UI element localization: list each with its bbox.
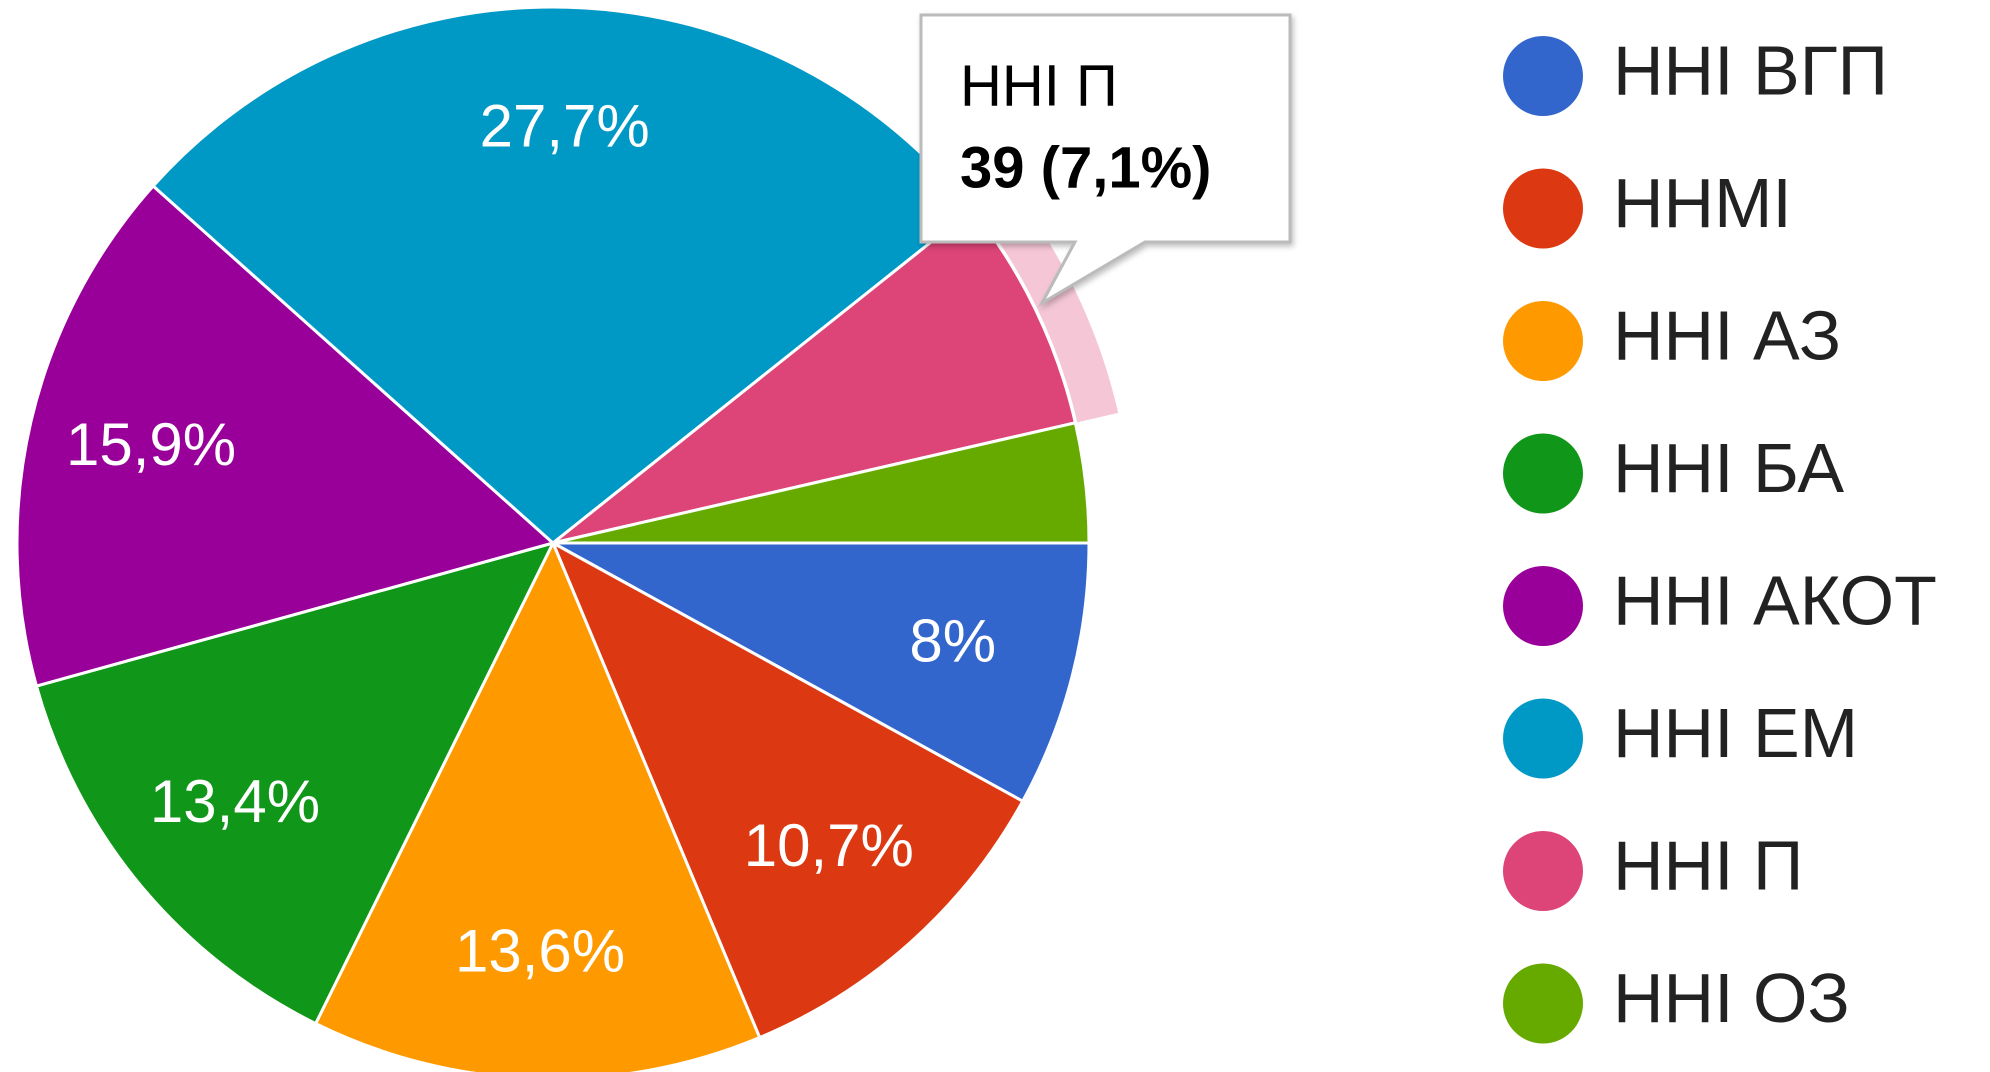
legend-swatch (1503, 831, 1583, 911)
legend-label: ННІ ЕМ (1613, 694, 1858, 772)
slice-label: 13,4% (150, 768, 320, 835)
slice-label: 15,9% (66, 411, 236, 478)
tooltip-title: ННІ П (960, 53, 1118, 118)
slice-label: 8% (909, 607, 996, 674)
pie-slice (552, 420, 1091, 545)
legend-swatch (1503, 963, 1583, 1044)
legend-swatch (1503, 698, 1583, 779)
pie-slice (151, 5, 975, 545)
legend-label: ННІ АЗ (1613, 296, 1841, 374)
slice-label: 13,6% (455, 917, 625, 984)
legend-label: ННІ П (1613, 826, 1803, 904)
legend-swatch (1503, 36, 1583, 116)
slice-label: 27,7% (480, 92, 650, 159)
legend-label: ННІ ОЗ (1613, 959, 1850, 1037)
slice-label: 10,7% (744, 812, 914, 879)
tooltip-box (919, 13, 1292, 308)
legend-swatch (1503, 433, 1583, 514)
pie-slice (549, 539, 1025, 1040)
legend-swatch (1503, 566, 1583, 646)
pie-slice (15, 183, 557, 688)
pie-slice (34, 540, 556, 1026)
legend-label: ННІ БА (1613, 429, 1844, 507)
tooltip-value: 39 (7,1%) (960, 135, 1211, 200)
pie-slice (552, 541, 1091, 804)
legend-label: ННІ АКОТ (1613, 561, 1937, 639)
legend-swatch (1503, 168, 1583, 249)
legend-label: ННІ ВГП (1613, 31, 1888, 109)
tooltip: ННІ П 39 (7,1%) (919, 13, 1292, 308)
legend-swatch (1503, 301, 1583, 381)
legend-label: ННМІ (1613, 164, 1792, 242)
pie-slice (313, 539, 762, 1072)
